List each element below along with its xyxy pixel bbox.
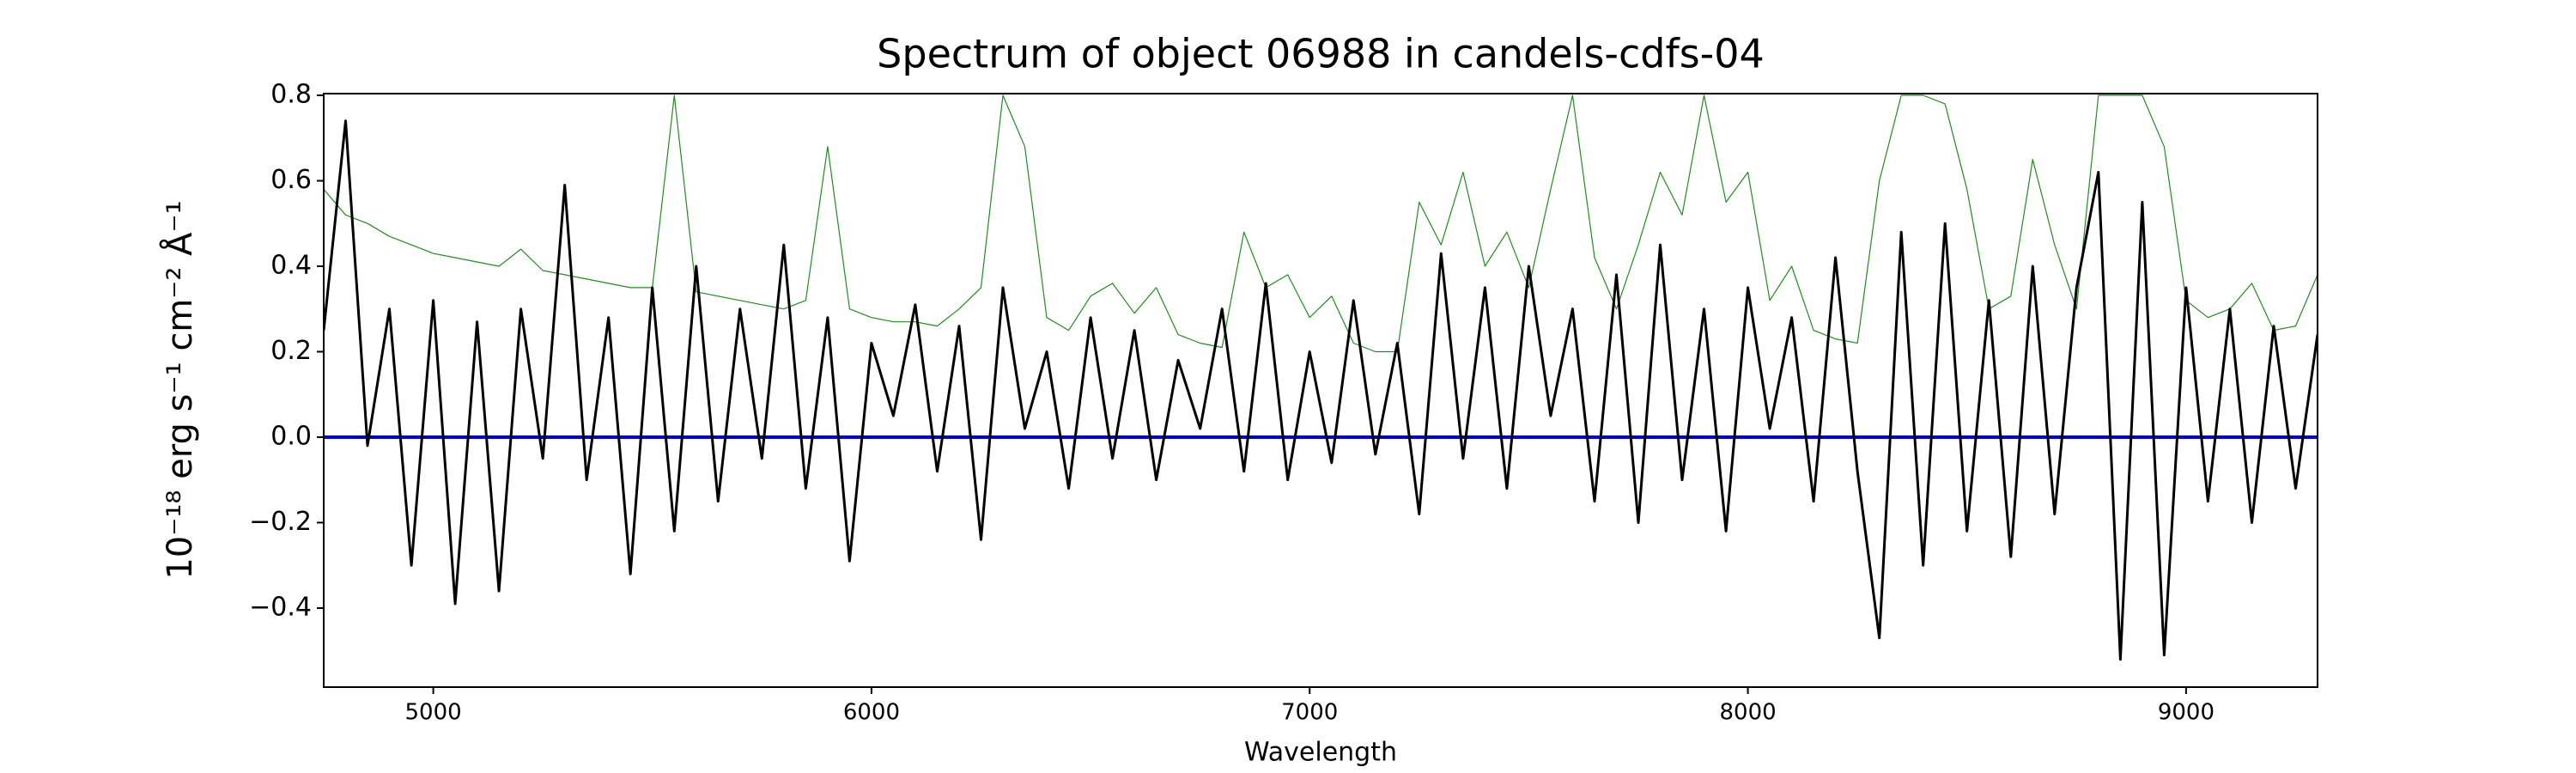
x-tick-label: 5000 bbox=[404, 700, 461, 726]
x-axis-label: Wavelength bbox=[1244, 738, 1397, 768]
y-tick-label: 0.6 bbox=[270, 165, 312, 195]
y-tick-label: 0.4 bbox=[270, 250, 312, 280]
series-line bbox=[324, 94, 2318, 353]
y-axis-label: 10⁻¹⁸ erg s⁻¹ cm⁻² Å⁻¹ bbox=[159, 200, 200, 579]
y-tick-label: 0.2 bbox=[270, 336, 312, 366]
y-tick-label: 0.0 bbox=[270, 421, 312, 451]
y-tick-label: −0.4 bbox=[249, 592, 312, 622]
chart-title: Spectrum of object 06988 in candels-cdfs… bbox=[877, 31, 1765, 77]
series-line bbox=[324, 119, 2318, 661]
x-tick-label: 7000 bbox=[1281, 700, 1338, 726]
y-tick-label: −0.2 bbox=[249, 507, 312, 537]
x-tick-label: 6000 bbox=[843, 700, 900, 726]
x-tick-label: 9000 bbox=[2158, 700, 2215, 726]
x-tick-label: 8000 bbox=[1719, 700, 1776, 726]
y-tick-label: 0.8 bbox=[270, 79, 312, 109]
plot-frame bbox=[323, 93, 2318, 688]
